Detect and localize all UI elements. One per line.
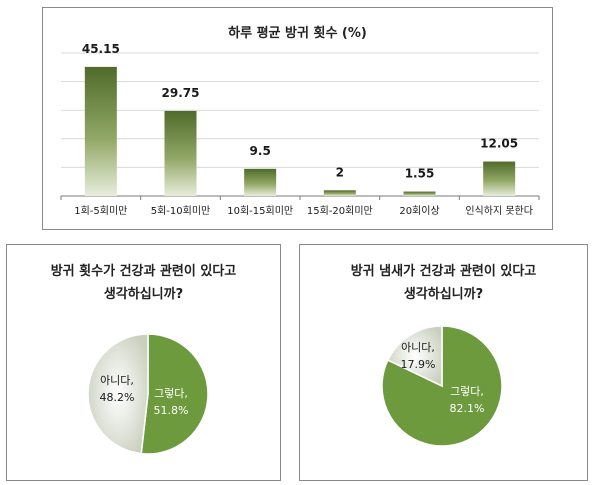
pie-slice <box>87 333 149 455</box>
slice-label: 그렇다, <box>154 387 188 400</box>
tick-label: 20회이상 <box>399 205 439 217</box>
data-label: 2 <box>336 165 344 179</box>
pie-slice <box>386 325 443 388</box>
tick-label: 10회-15회미만 <box>227 205 293 217</box>
pie-chart-title-line1: 방귀 횟수가 건강과 관련이 있다고 <box>50 264 237 279</box>
bar <box>403 191 436 196</box>
tick-label: 인식하지 못한다 <box>465 204 533 217</box>
bar <box>323 190 356 196</box>
data-label: 45.15 <box>82 42 120 56</box>
bar-chart: 45.15 1회-5회미만 29.75 5회-10회미만 9.5 10회-15회미만 2 15… <box>60 42 540 217</box>
data-label: 29.75 <box>162 86 200 100</box>
bar <box>84 66 117 196</box>
bar-chart-panel: 하루 평균 방귀 횟수 (%) 45.15 1회-5회미만 29.75 5회-10회미… <box>42 7 553 230</box>
tick-label: 1회-5회미만 <box>74 205 127 217</box>
slice-label: 아니다, <box>401 341 435 354</box>
data-label: 9.5 <box>250 144 271 158</box>
tick-label: 15회-20회미만 <box>307 205 373 217</box>
data-label: 12.05 <box>480 137 518 151</box>
slice-percent: 51.8% <box>154 404 189 417</box>
bar <box>483 161 516 196</box>
data-label: 1.55 <box>405 167 435 181</box>
pie-chart-panel-smell: 방귀 냄새가 건강과 관련이 있다고 생각하십니까? 그렇다, 82.1% 아니다,… <box>299 244 588 481</box>
bar-chart-title: 하루 평균 방귀 횟수 (%) <box>228 26 367 41</box>
bar <box>164 110 197 196</box>
pie-chart-count: 그렇다, 51.8% 아니다, 48.2% <box>87 333 209 455</box>
slice-percent: 17.9% <box>401 358 436 371</box>
slice-percent: 48.2% <box>100 391 135 404</box>
pie-chart-smell: 그렇다, 82.1% 아니다, 17.9% <box>381 325 503 447</box>
slice-label: 아니다, <box>100 374 134 387</box>
pie-slice <box>140 333 209 455</box>
pie-chart-title-line1: 방귀 냄새가 건강과 관련이 있다고 <box>350 264 537 279</box>
pie-chart-panel-count: 방귀 횟수가 건강과 관련이 있다고 생각하십니까? 그렇다, 51.8% 아니다,… <box>6 244 281 481</box>
pie-chart-title-line2: 생각하십니까? <box>103 287 184 302</box>
bar <box>244 168 277 196</box>
pie-chart-title-line2: 생각하십니까? <box>403 287 484 302</box>
slice-label: 그렇다, <box>450 385 484 398</box>
slice-percent: 82.1% <box>450 402 485 415</box>
tick-label: 5회-10회미만 <box>151 205 211 217</box>
